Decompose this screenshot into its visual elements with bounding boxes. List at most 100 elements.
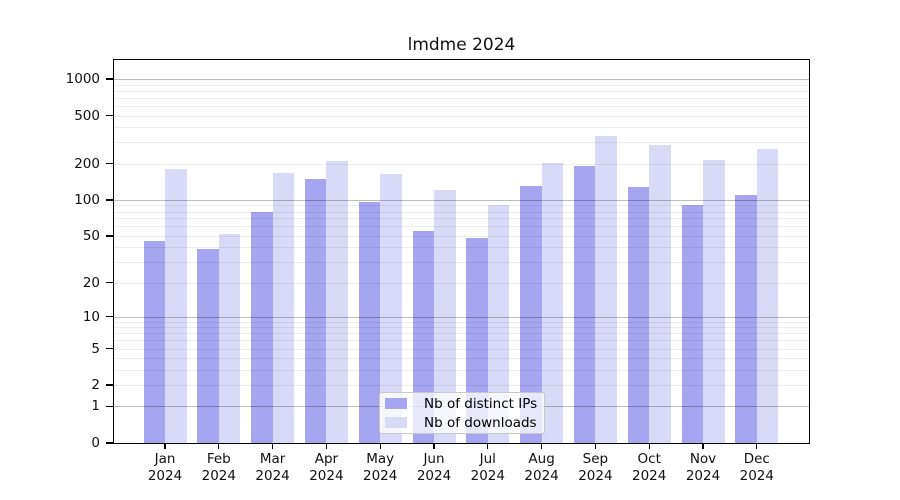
bar-downloads-jun — [434, 190, 456, 443]
bar-ips-sep — [573, 166, 596, 443]
x-tick-label: Mar 2024 — [243, 451, 303, 485]
y-tick-label: 0 — [91, 435, 100, 451]
x-tick-month: Feb — [206, 451, 231, 467]
bar-downloads-sep — [595, 135, 617, 443]
y-tick-label: 20 — [82, 274, 100, 291]
x-tick-month: May — [366, 451, 395, 467]
bar-ips-oct — [627, 186, 650, 443]
y-gridline-minor — [114, 247, 809, 249]
y-gridline-minor — [114, 97, 809, 99]
x-tick-month: Sep — [582, 451, 609, 467]
y-gridline-minor — [114, 211, 809, 213]
y-gridline-minor — [114, 127, 809, 129]
y-tick-label: 1 — [91, 398, 100, 415]
legend-label-ips: Nb of distinct IPs — [424, 395, 538, 412]
y-gridline-minor — [114, 218, 809, 220]
y-tick-label: 1000 — [65, 71, 100, 88]
y-tick-label: 100 — [74, 191, 100, 208]
x-tick — [648, 443, 650, 449]
x-tick-label: Jul 2024 — [458, 451, 518, 485]
bar-ips-jun — [412, 230, 434, 443]
x-tick — [379, 443, 381, 449]
x-tick-label: Nov 2024 — [673, 451, 733, 485]
x-tick-year: 2024 — [739, 468, 774, 484]
legend-item-ips: Nb of distinct IPs — [385, 395, 538, 412]
x-tick-year: 2024 — [147, 468, 183, 484]
x-tick-label: Sep 2024 — [565, 451, 625, 485]
x-tick-year: 2024 — [578, 468, 613, 484]
x-tick-label: Feb 2024 — [189, 451, 249, 485]
y-gridline-minor — [114, 205, 809, 207]
bar-downloads-may — [380, 173, 402, 443]
y-gridline-minor — [114, 321, 809, 323]
y-gridline-minor — [114, 385, 809, 387]
x-tick — [594, 443, 597, 449]
y-gridline-minor — [114, 84, 809, 86]
y-gridline-minor — [114, 115, 809, 117]
y-tick-label: 5 — [91, 340, 100, 357]
x-tick-month: Mar — [259, 451, 286, 467]
x-tick-label: Apr 2024 — [296, 451, 356, 485]
y-gridline-minor — [114, 358, 809, 360]
x-tick-month: Dec — [743, 451, 770, 467]
bar-downloads-aug — [541, 162, 564, 443]
x-tick — [702, 443, 704, 449]
x-tick-year: 2024 — [685, 468, 721, 484]
x-tick — [540, 443, 543, 449]
y-gridline-minor — [114, 348, 809, 350]
y-gridline-minor — [114, 90, 809, 92]
y-gridline-minor — [114, 163, 809, 165]
x-tick — [325, 443, 328, 449]
x-tick — [433, 443, 435, 449]
x-tick-month: Jul — [479, 451, 496, 467]
y-tick — [106, 162, 114, 165]
x-tick — [271, 443, 274, 449]
x-tick-label: Dec 2024 — [727, 451, 787, 485]
bar-ips-aug — [520, 186, 542, 443]
bar-ips-dec — [735, 194, 757, 443]
x-tick-month: Apr — [314, 451, 339, 467]
y-tick-label: 500 — [74, 107, 100, 124]
x-tick-year: 2024 — [470, 468, 505, 484]
y-gridline-minor — [114, 262, 809, 264]
y-tick — [106, 347, 114, 350]
bar-downloads-feb — [218, 233, 241, 443]
bar-ips-mar — [251, 211, 273, 443]
x-tick — [218, 443, 220, 449]
x-tick-label: Jun 2024 — [404, 451, 464, 485]
y-tick — [106, 235, 114, 237]
x-tick-year: 2024 — [524, 468, 559, 484]
y-tick — [106, 442, 114, 444]
bar-ips-feb — [197, 248, 219, 443]
y-tick — [106, 281, 114, 284]
bar-ips-nov — [681, 205, 703, 443]
y-gridline-minor — [114, 340, 809, 342]
legend-label-downloads: Nb of downloads — [424, 414, 537, 431]
y-gridline-minor — [114, 333, 809, 335]
bar-downloads-nov — [703, 159, 725, 443]
x-tick-label: Oct 2024 — [619, 451, 679, 485]
legend-swatch-ips-icon — [385, 398, 407, 409]
x-tick — [487, 443, 489, 449]
x-tick-label: May 2024 — [350, 451, 410, 485]
y-tick — [106, 78, 114, 80]
y-gridline-minor — [114, 282, 809, 284]
legend-item-downloads: Nb of downloads — [385, 414, 537, 431]
y-gridline-major — [114, 199, 809, 201]
x-tick — [164, 443, 166, 449]
y-gridline-minor — [114, 142, 809, 144]
y-gridline-minor — [114, 327, 809, 329]
y-gridline-minor — [114, 226, 809, 228]
y-tick — [106, 199, 114, 201]
x-tick-month: Aug — [528, 451, 555, 467]
x-tick-year: 2024 — [255, 468, 290, 484]
bar-downloads-oct — [649, 145, 671, 443]
bar-ips-may — [358, 202, 381, 443]
bar-ips-apr — [304, 179, 327, 443]
x-tick-year: 2024 — [632, 468, 667, 484]
bar-downloads-mar — [272, 172, 295, 443]
y-tick-label: 10 — [82, 308, 100, 325]
y-gridline-major — [114, 316, 809, 318]
y-tick — [106, 315, 114, 318]
